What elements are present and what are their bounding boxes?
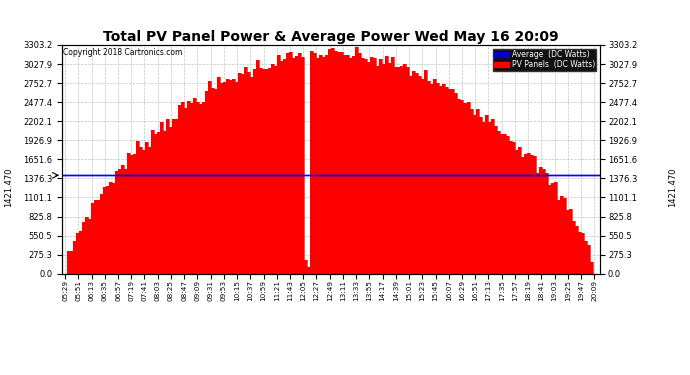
Text: 1421.470: 1421.470 [3, 168, 13, 207]
Title: Total PV Panel Power & Average Power Wed May 16 20:09: Total PV Panel Power & Average Power Wed… [104, 30, 559, 44]
Legend: Average  (DC Watts), PV Panels  (DC Watts): Average (DC Watts), PV Panels (DC Watts) [493, 49, 596, 70]
Text: 1421.470: 1421.470 [668, 168, 678, 207]
Text: Copyright 2018 Cartronics.com: Copyright 2018 Cartronics.com [63, 48, 183, 57]
